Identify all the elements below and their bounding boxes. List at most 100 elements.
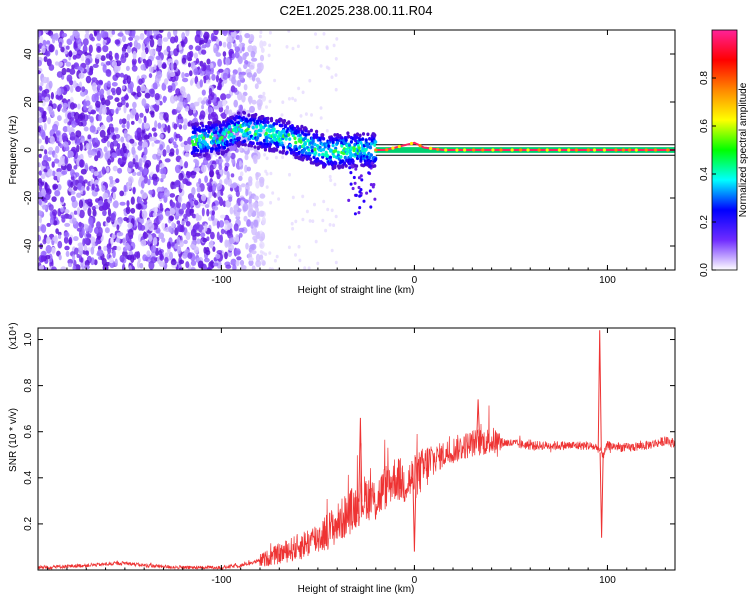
- noise-speckle: [72, 236, 79, 242]
- noise-speckle: [301, 194, 305, 199]
- snr-y-tick-label: 0.8: [23, 378, 34, 392]
- noise-speckle: [99, 88, 105, 96]
- noise-speckle: [327, 66, 331, 71]
- noise-speckle: [164, 256, 169, 264]
- noise-speckle: [114, 258, 118, 267]
- noise-speckle: [264, 252, 268, 257]
- noise-speckle: [88, 69, 94, 76]
- noise-speckle: [166, 70, 171, 80]
- noise-speckle: [65, 61, 72, 67]
- noise-speckle: [68, 236, 73, 246]
- signal-speckle: [351, 159, 355, 164]
- noise-speckle: [329, 178, 333, 182]
- noise-speckle: [260, 47, 265, 53]
- noise-speckle: [53, 175, 58, 181]
- noise-speckle: [334, 214, 338, 219]
- noise-speckle: [86, 198, 93, 203]
- noise-speckle: [63, 236, 69, 244]
- noise-speckle: [159, 186, 166, 192]
- noise-speckle: [251, 250, 257, 255]
- noise-speckle: [183, 213, 188, 220]
- noise-speckle: [217, 196, 223, 201]
- noise-speckle: [112, 90, 116, 96]
- signal-speckle: [197, 138, 201, 143]
- noise-speckle: [137, 221, 143, 231]
- noise-speckle: [153, 64, 157, 70]
- signal-speckle: [322, 147, 326, 152]
- noise-speckle: [87, 207, 92, 217]
- signal-speckle: [264, 131, 268, 136]
- noise-speckle: [38, 199, 42, 206]
- signal-trace-dot: [510, 148, 514, 152]
- noise-speckle: [143, 167, 148, 176]
- signal-speckle: [304, 151, 308, 155]
- noise-speckle: [172, 62, 177, 71]
- signal-speckle: [259, 124, 263, 128]
- noise-speckle: [159, 163, 165, 169]
- snr-frame: [37, 327, 676, 571]
- noise-speckle: [322, 199, 326, 204]
- noise-speckle: [291, 96, 295, 101]
- noise-speckle: [127, 181, 132, 190]
- noise-speckle: [244, 33, 251, 39]
- signal-trace-dot: [537, 148, 541, 152]
- signal-speckle: [353, 142, 357, 147]
- noise-speckle: [287, 97, 291, 101]
- noise-speckle: [301, 217, 305, 222]
- noise-speckle: [196, 238, 201, 245]
- signal-speckle: [242, 111, 247, 115]
- signal-speckle: [225, 140, 229, 144]
- noise-speckle: [121, 118, 127, 125]
- noise-speckle: [159, 254, 164, 261]
- noise-speckle: [112, 249, 116, 259]
- noise-speckle: [77, 103, 81, 110]
- signal-speckle: [334, 161, 338, 165]
- noise-speckle: [181, 220, 185, 225]
- noise-speckle: [101, 137, 107, 144]
- signal-speckle: [307, 130, 311, 134]
- noise-speckle: [220, 93, 227, 101]
- signal-speckle: [272, 127, 276, 131]
- noise-speckle: [248, 34, 255, 41]
- noise-speckle: [330, 208, 334, 213]
- noise-speckle: [251, 99, 257, 105]
- noise-speckle: [80, 257, 84, 263]
- noise-speckle: [229, 30, 235, 33]
- noise-speckle: [81, 227, 85, 236]
- signal-speckle: [291, 133, 295, 138]
- signal-speckle: [347, 134, 351, 139]
- noise-speckle: [131, 146, 136, 155]
- noise-speckle: [237, 55, 243, 65]
- noise-speckle: [308, 78, 312, 83]
- noise-speckle: [315, 45, 319, 50]
- noise-speckle: [224, 219, 230, 225]
- noise-speckle: [330, 248, 334, 253]
- noise-speckle: [170, 258, 177, 266]
- noise-speckle: [189, 50, 194, 58]
- noise-speckle: [38, 59, 42, 67]
- signal-speckle: [266, 120, 270, 124]
- noise-speckle: [112, 192, 116, 200]
- noise-speckle: [154, 206, 158, 213]
- noise-speckle: [217, 100, 224, 108]
- noise-speckle: [63, 118, 68, 124]
- noise-speckle: [134, 35, 140, 41]
- signal-speckle: [364, 147, 368, 152]
- noise-speckle: [268, 30, 272, 35]
- noise-speckle: [122, 145, 127, 154]
- colorbar-ticks: 0.0 0.2 0.4 0.6 0.8: [699, 71, 716, 277]
- noise-speckle: [177, 119, 184, 124]
- noise-speckle: [290, 221, 294, 226]
- signal-speckle: [373, 133, 377, 138]
- noise-speckle: [180, 41, 184, 47]
- noise-speckle: [322, 32, 326, 36]
- noise-speckle: [304, 112, 308, 116]
- noise-speckle: [98, 79, 103, 85]
- signal-tail-speckle: [352, 175, 356, 180]
- noise-speckle: [156, 71, 163, 79]
- noise-speckle: [64, 222, 71, 227]
- signal-trace-dot: [614, 148, 618, 152]
- signal-speckle: [336, 150, 340, 155]
- noise-speckle: [235, 234, 240, 242]
- noise-speckle: [213, 192, 217, 198]
